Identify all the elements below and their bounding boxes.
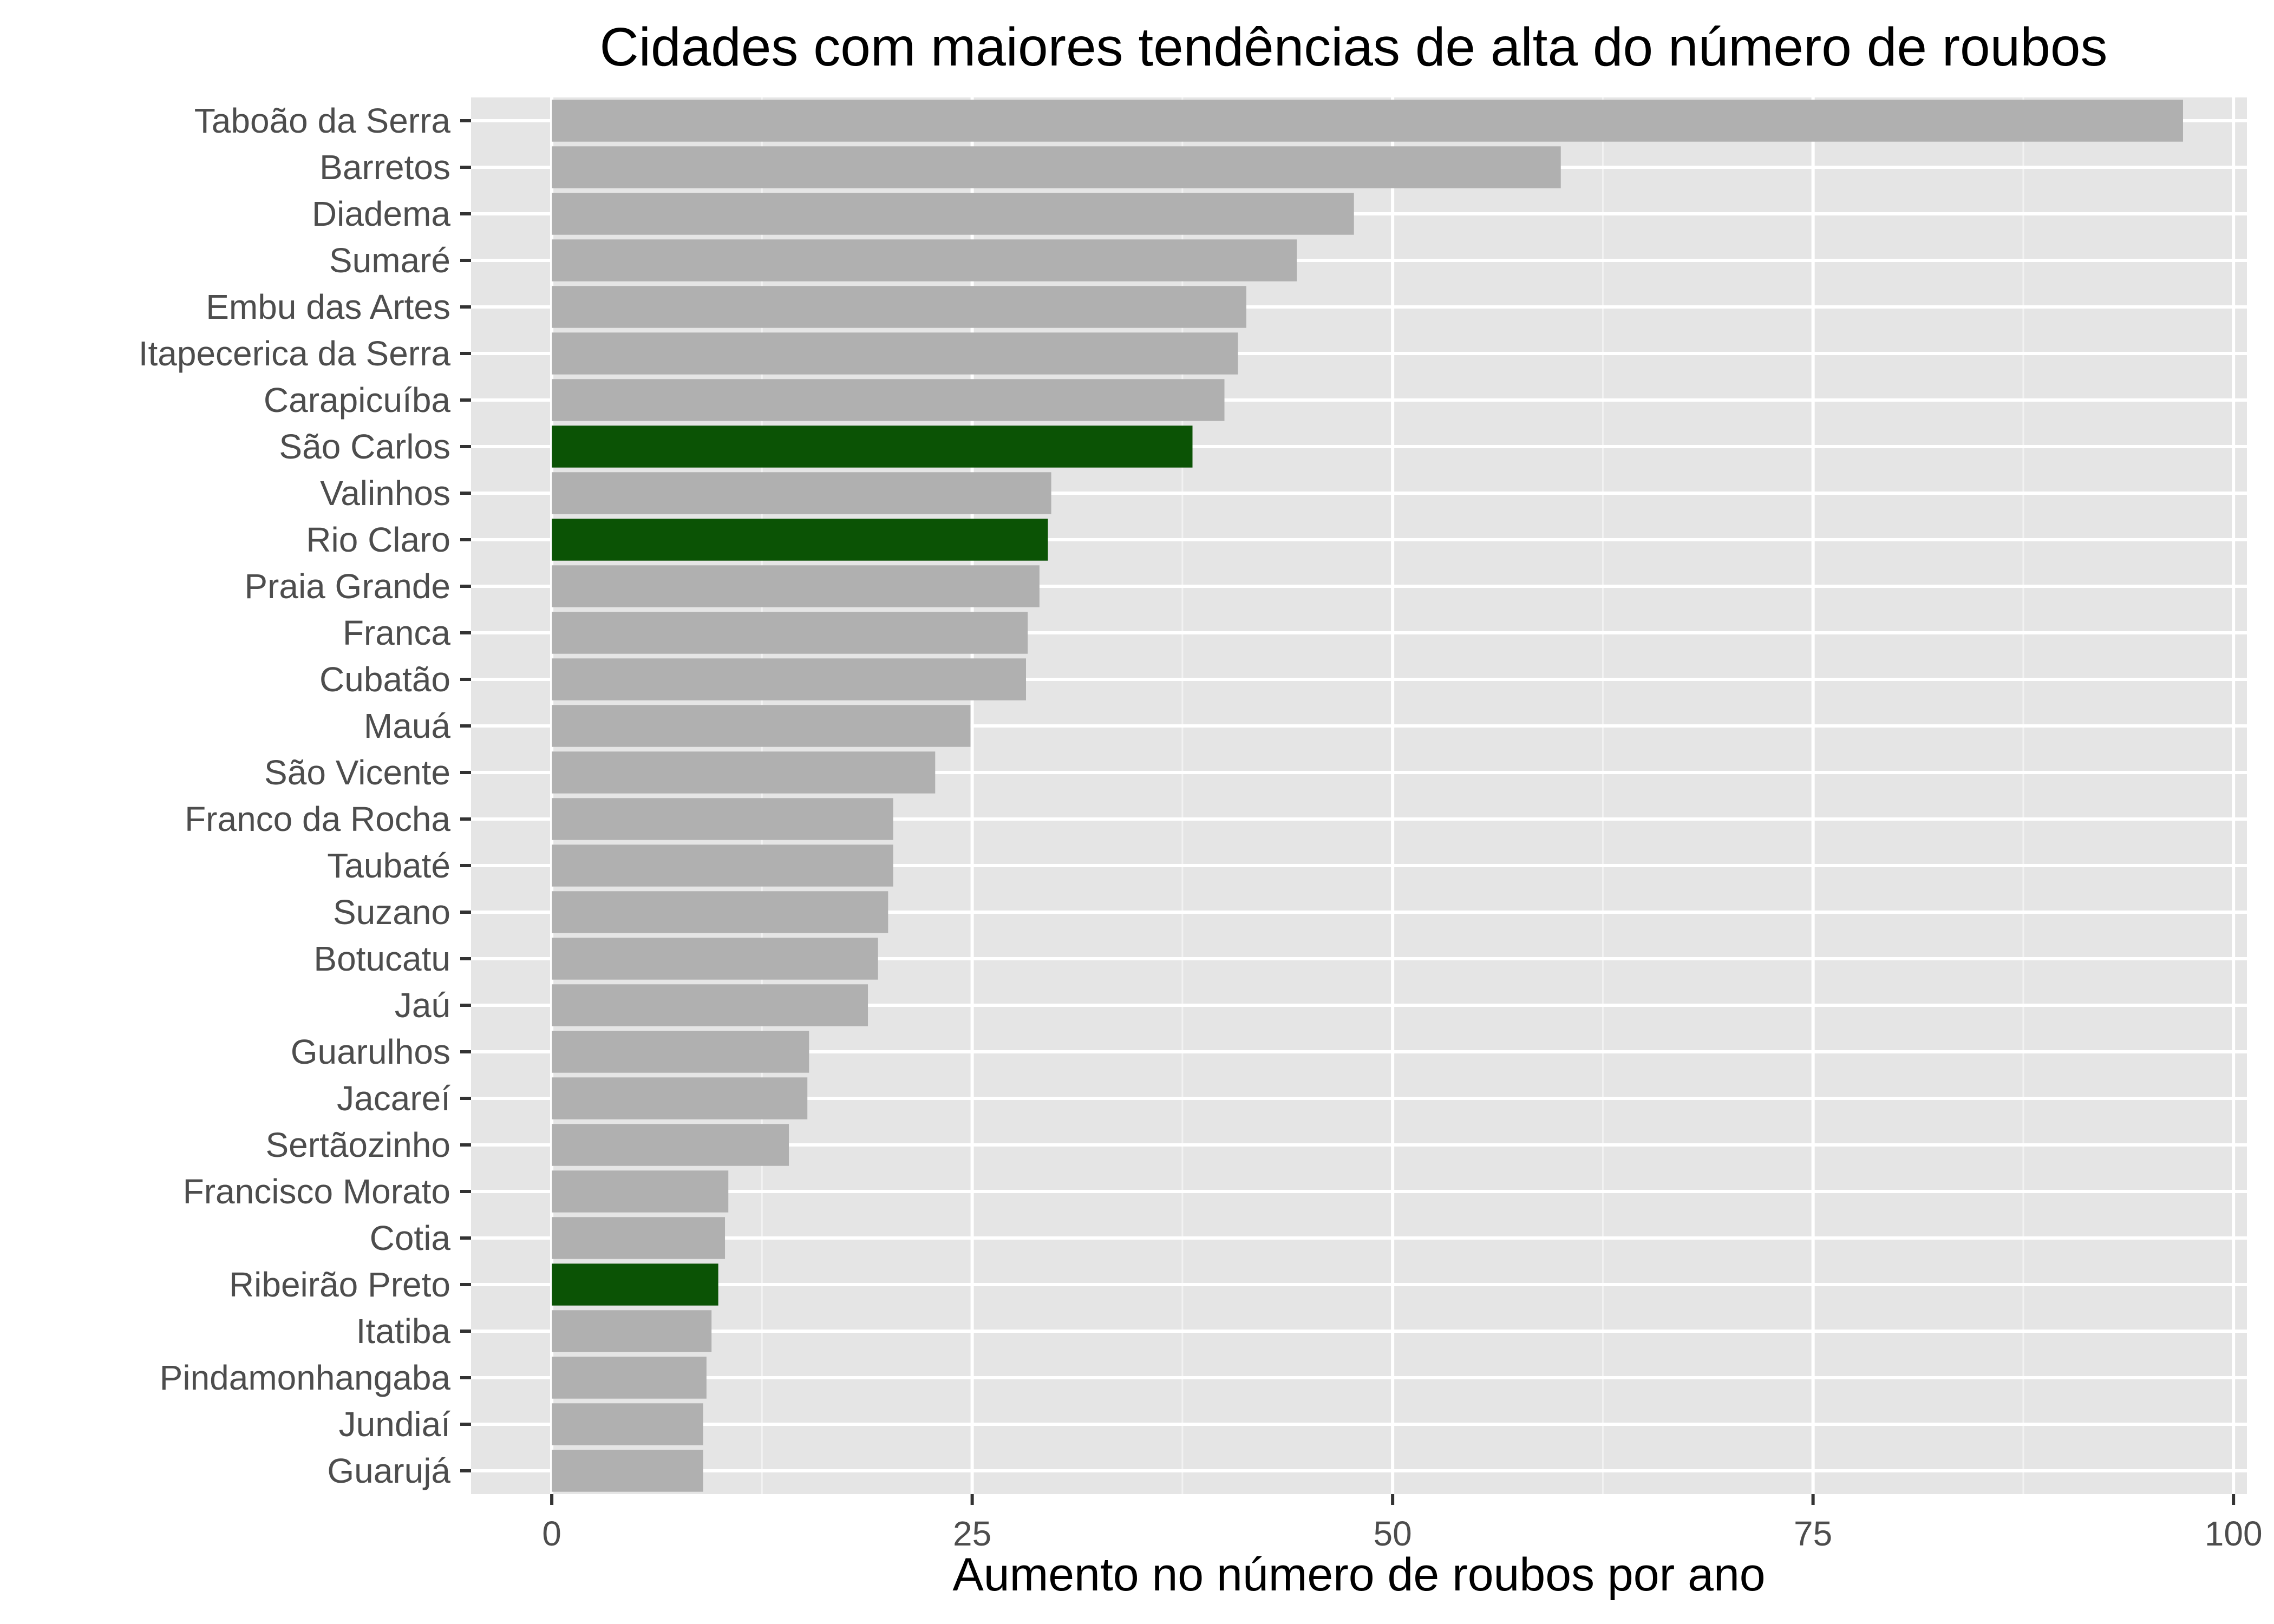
category-label: Diadema bbox=[312, 194, 451, 233]
x-tick-label: 0 bbox=[542, 1514, 561, 1553]
bar-praia-grande bbox=[552, 565, 1040, 607]
grid-lines bbox=[471, 97, 2247, 1494]
category-label: Pindamonhangaba bbox=[160, 1358, 451, 1397]
bar-jaú bbox=[552, 984, 868, 1026]
category-label: Guarulhos bbox=[291, 1032, 450, 1071]
category-label: Carapicuíba bbox=[264, 381, 451, 420]
bar-embu-das-artes bbox=[552, 286, 1246, 328]
category-label: Jaú bbox=[395, 986, 450, 1025]
category-label: Guarujá bbox=[327, 1451, 450, 1490]
bar-barretos bbox=[552, 146, 1561, 188]
bar-suzano bbox=[552, 891, 888, 933]
bar-jacareí bbox=[552, 1077, 808, 1119]
bar-botucatu bbox=[552, 938, 878, 980]
bar-franco-da-rocha bbox=[552, 798, 893, 840]
bar-pindamonhangaba bbox=[552, 1357, 707, 1399]
bar-carapicuíba bbox=[552, 379, 1225, 421]
bar-guarulhos bbox=[552, 1031, 809, 1073]
bar-diadema bbox=[552, 193, 1354, 235]
category-label: Itapecerica da Serra bbox=[139, 334, 451, 373]
category-label: Mauá bbox=[364, 706, 451, 745]
bar-itapecerica-da-serra bbox=[552, 332, 1238, 375]
x-tick-label: 75 bbox=[1794, 1514, 1832, 1553]
bar-são-vicente bbox=[552, 751, 936, 794]
category-label: Franco da Rocha bbox=[185, 800, 450, 839]
x-tick-label: 100 bbox=[2205, 1514, 2263, 1553]
category-label: Sumaré bbox=[329, 241, 450, 280]
bars bbox=[552, 100, 2183, 1492]
category-label: São Carlos bbox=[279, 427, 450, 466]
plot-panel bbox=[471, 97, 2247, 1494]
x-tick-label: 50 bbox=[1374, 1514, 1412, 1553]
category-label: Taubaté bbox=[327, 846, 450, 885]
category-label: Embu das Artes bbox=[206, 287, 450, 326]
x-axis: 0 25 50 75 100 bbox=[542, 1494, 2263, 1553]
category-label: Cotia bbox=[370, 1219, 451, 1258]
category-label: São Vicente bbox=[264, 753, 450, 792]
chart-title: Cidades com maiores tendências de alta d… bbox=[599, 17, 2108, 77]
bar-ribeirão-preto bbox=[552, 1263, 718, 1306]
category-label: Francisco Morato bbox=[183, 1172, 450, 1211]
category-label: Itatiba bbox=[356, 1312, 451, 1351]
category-label: Jacareí bbox=[337, 1079, 450, 1118]
category-label: Taboão da Serra bbox=[194, 101, 451, 140]
category-label: Botucatu bbox=[313, 939, 450, 978]
bar-valinhos bbox=[552, 472, 1051, 514]
category-label: Cubatão bbox=[319, 660, 450, 699]
category-label: Ribeirão Preto bbox=[229, 1265, 450, 1304]
category-label: Praia Grande bbox=[244, 567, 450, 606]
category-label: Jundiaí bbox=[339, 1405, 451, 1444]
x-axis-title: Aumento no número de roubos por ano bbox=[952, 1549, 1766, 1601]
category-label: Franca bbox=[343, 613, 451, 652]
bar-jundiaí bbox=[552, 1403, 703, 1445]
bar-são-carlos bbox=[552, 425, 1193, 468]
x-tick-label: 25 bbox=[953, 1514, 991, 1553]
category-label: Rio Claro bbox=[306, 520, 450, 559]
bar-sumaré bbox=[552, 239, 1297, 281]
bar-rio-claro bbox=[552, 519, 1048, 561]
bar-guarujá bbox=[552, 1450, 703, 1492]
bar-itatiba bbox=[552, 1310, 712, 1352]
bar-francisco-morato bbox=[552, 1170, 729, 1213]
bar-cubatão bbox=[552, 658, 1026, 700]
category-label: Valinhos bbox=[320, 474, 450, 513]
bar-mauá bbox=[552, 705, 971, 747]
category-label: Suzano bbox=[333, 893, 450, 932]
bar-cotia bbox=[552, 1217, 726, 1259]
bar-franca bbox=[552, 612, 1028, 654]
bar-taubaté bbox=[552, 844, 893, 887]
bar-sertãozinho bbox=[552, 1124, 789, 1166]
category-label: Barretos bbox=[319, 148, 450, 187]
y-axis: Taboão da Serra Barretos Diadema Sumaré Embu… bbox=[139, 101, 471, 1490]
bar-taboão-da-serra bbox=[552, 100, 2183, 142]
category-label: Sertãozinho bbox=[265, 1125, 450, 1164]
